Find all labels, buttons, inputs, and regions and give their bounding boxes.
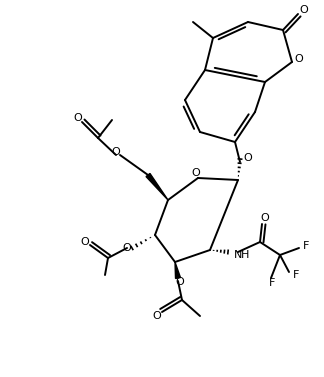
Text: O: O (122, 243, 131, 253)
Text: O: O (191, 168, 200, 178)
Text: F: F (303, 241, 309, 251)
Text: O: O (112, 147, 121, 157)
Text: O: O (176, 277, 184, 287)
Text: H: H (241, 250, 249, 260)
Polygon shape (175, 262, 180, 279)
Text: O: O (81, 237, 89, 247)
Text: O: O (153, 311, 161, 321)
Text: O: O (260, 213, 269, 223)
Text: F: F (293, 270, 299, 280)
Text: O: O (74, 113, 82, 123)
Text: F: F (269, 278, 275, 288)
Text: O: O (244, 153, 252, 163)
Polygon shape (146, 173, 168, 200)
Text: O: O (300, 5, 308, 15)
Text: O: O (295, 54, 303, 64)
Text: N: N (234, 250, 242, 260)
